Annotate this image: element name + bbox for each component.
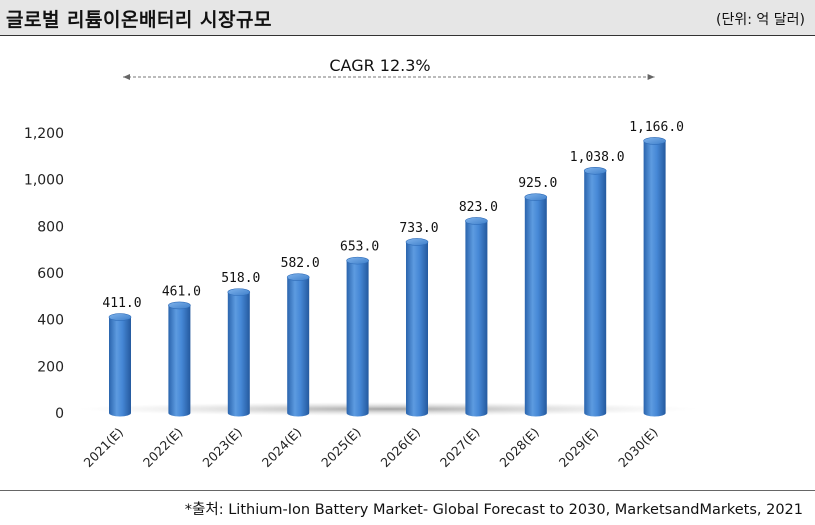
bar: [465, 217, 488, 417]
bar-top: [583, 167, 607, 175]
bar-chart: 0 200 400 600 800 1,000 1,200 411.0 461.0 518.0 5…: [24, 56, 698, 471]
bar-value-label: 733.0: [399, 221, 438, 236]
y-tick-label: 1,000: [24, 173, 64, 189]
bar: [643, 137, 666, 417]
bar-top: [524, 193, 548, 201]
bar-value-label: 461.0: [162, 284, 201, 299]
x-tick-label: 2022(E): [140, 425, 186, 471]
bar: [583, 167, 607, 417]
y-tick-label: 1,200: [24, 126, 64, 142]
bar: [524, 193, 548, 417]
y-tick-label: 200: [37, 359, 64, 375]
bar-top: [346, 256, 369, 265]
cagr-annotation: CAGR 12.3%: [123, 56, 655, 80]
cagr-label: CAGR 12.3%: [329, 56, 430, 75]
bar: [405, 238, 429, 417]
x-tick-label: 2025(E): [318, 425, 364, 471]
x-tick-label: 2024(E): [259, 425, 305, 471]
bar-body: [346, 260, 369, 417]
x-tick-label: 2021(E): [81, 425, 127, 471]
bar-value-label: 823.0: [459, 200, 498, 215]
bar-value-label: 518.0: [221, 271, 260, 286]
bar-value-label: 1,038.0: [570, 150, 625, 165]
x-tick-label: 2023(E): [199, 425, 245, 471]
bar: [346, 256, 369, 417]
x-tick-label: 2026(E): [378, 425, 424, 471]
y-axis: 0 200 400 600 800 1,000 1,200: [24, 126, 64, 422]
bar-body: [406, 241, 428, 417]
bar-body: [524, 197, 547, 417]
bar: [168, 301, 191, 417]
bar-top: [465, 217, 488, 225]
bar-top: [227, 288, 251, 296]
bar-body: [287, 277, 310, 417]
bar-body: [168, 305, 191, 417]
bar-top: [643, 137, 666, 145]
footer-divider: [0, 490, 815, 491]
bar-value-label: 1,166.0: [629, 120, 684, 135]
y-tick-label: 800: [37, 219, 64, 235]
x-tick-label: 2028(E): [496, 425, 542, 471]
bar-body: [643, 140, 666, 417]
x-tick-label: 2030(E): [615, 425, 661, 471]
bar: [286, 273, 310, 417]
bar-top: [286, 273, 310, 281]
x-tick-label: 2029(E): [556, 425, 602, 471]
bar-body: [109, 317, 131, 417]
bar-top: [405, 238, 429, 246]
value-labels: 411.0 461.0 518.0 582.0 653.0 733.0 823.0 925.0…: [102, 120, 684, 311]
bar: [108, 313, 132, 417]
bar-top: [108, 313, 132, 321]
bar-body: [227, 292, 250, 417]
y-tick-label: 400: [37, 313, 64, 329]
bar-top: [168, 301, 191, 310]
x-tick-label: 2027(E): [437, 425, 483, 471]
bar-value-label: 653.0: [340, 240, 379, 255]
bars: [108, 137, 666, 417]
bar-value-label: 411.0: [102, 296, 141, 311]
bar-body: [584, 170, 607, 417]
source-note: *출처: Lithium-Ion Battery Market- Global …: [184, 502, 803, 518]
chart-header: 글로벌 리튬이온배터리 시장규모 (단위: 억 달러): [0, 0, 815, 36]
unit-label: (단위: 억 달러): [716, 12, 805, 28]
y-tick-label: 0: [55, 406, 64, 422]
bar-value-label: 582.0: [281, 256, 320, 271]
y-tick-label: 600: [37, 266, 64, 282]
bar-body: [465, 220, 488, 417]
bar: [227, 288, 251, 417]
x-axis: 2021(E) 2022(E) 2023(E) 2024(E) 2025(E) 2026(…: [81, 425, 661, 471]
bar-value-label: 925.0: [518, 176, 557, 191]
chart-title: 글로벌 리튬이온배터리 시장규모: [6, 9, 272, 31]
